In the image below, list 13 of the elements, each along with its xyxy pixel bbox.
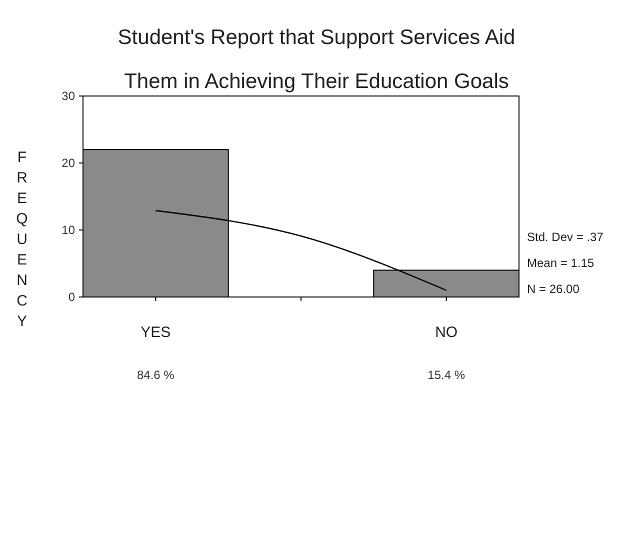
- text: Std. Dev = .37: [527, 230, 604, 244]
- x-tick-label: YES: [140, 324, 171, 341]
- y-tick-label: 0: [68, 290, 76, 304]
- y-tick-label: 30: [62, 89, 76, 104]
- text: 15.4 %: [428, 368, 466, 382]
- text: N = 26.00: [527, 282, 580, 296]
- y-tick-label: 20: [62, 156, 76, 170]
- y-tick-label: 10: [62, 223, 76, 238]
- chart-title: Student's Report that Support Services Aid Them in Achieving Their Education Goals: [118, 26, 516, 93]
- text: FREQUENCY: [16, 149, 28, 330]
- text: 84.6 %: [136, 368, 175, 382]
- x-tick-label: NO: [435, 324, 458, 341]
- text: Mean = 1.15: [527, 256, 594, 270]
